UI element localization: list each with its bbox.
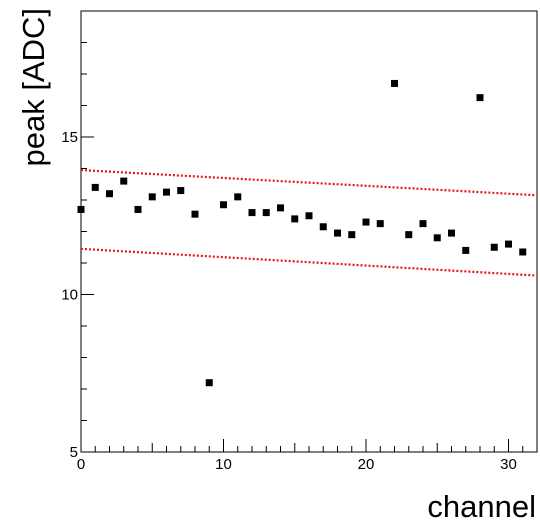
data-point <box>220 201 227 209</box>
data-point <box>348 231 356 239</box>
major-ticks <box>80 136 509 453</box>
data-point <box>448 229 455 237</box>
data-point <box>462 246 470 254</box>
data-point <box>376 220 384 228</box>
data-point <box>106 190 113 198</box>
data-point <box>91 183 99 191</box>
data-point <box>163 188 170 196</box>
data-point <box>134 205 142 213</box>
data-point <box>334 229 341 237</box>
plot-frame <box>80 10 538 453</box>
x-tick-labels: 0 10 20 30 <box>77 456 517 473</box>
data-point <box>476 94 484 102</box>
data-point <box>148 193 156 201</box>
data-point <box>262 209 270 217</box>
data-point <box>120 177 128 185</box>
data-point <box>248 209 256 217</box>
x-axis-title: channel <box>427 489 536 521</box>
data-points <box>77 79 527 387</box>
data-point <box>305 212 313 220</box>
y-tick-label: 15 <box>61 129 78 146</box>
data-point <box>277 204 284 212</box>
data-point <box>191 210 199 218</box>
data-point <box>505 240 512 248</box>
data-point <box>291 215 299 223</box>
minor-ticks <box>81 10 538 452</box>
data-point <box>391 79 398 87</box>
data-point <box>362 218 370 226</box>
data-point <box>319 223 327 231</box>
data-point <box>77 205 85 213</box>
data-point <box>177 187 185 195</box>
y-tick-label: 5 <box>70 444 78 461</box>
data-point <box>419 220 427 228</box>
data-point <box>405 231 413 239</box>
x-tick-label: 30 <box>500 456 517 473</box>
data-point <box>490 243 498 251</box>
x-tick-label: 10 <box>215 456 232 473</box>
limit-lines <box>80 168 538 277</box>
y-tick-labels: 5 10 15 <box>61 129 78 461</box>
x-tick-label: 0 <box>77 456 85 473</box>
data-point <box>205 379 213 387</box>
x-tick-label: 20 <box>358 456 375 473</box>
data-point <box>519 248 527 256</box>
upper-limit-line <box>80 168 538 197</box>
lower-limit-line <box>80 247 538 277</box>
y-tick-label: 10 <box>61 287 78 304</box>
data-point <box>234 193 242 201</box>
y-axis-title: peak [ADC] <box>16 8 51 167</box>
data-point <box>433 234 441 242</box>
